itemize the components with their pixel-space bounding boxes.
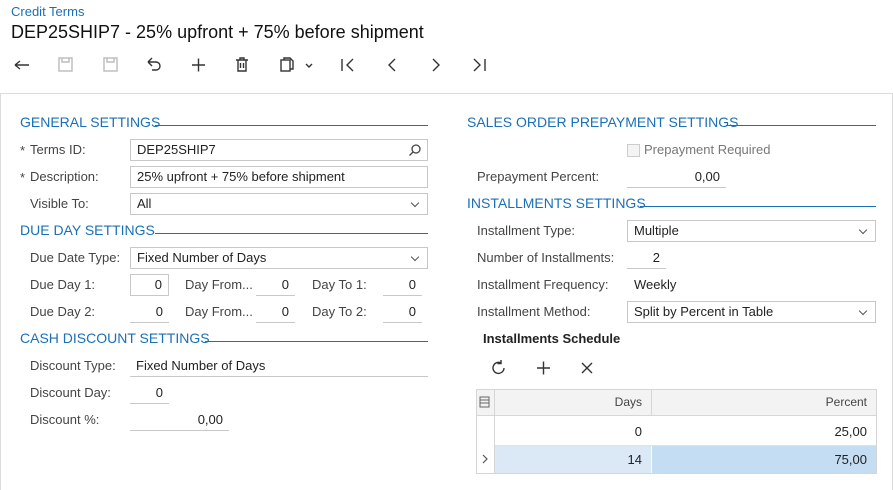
next-button[interactable] <box>432 58 440 72</box>
field-label: Day From... <box>185 304 253 319</box>
field-label: Day To 1: <box>312 277 367 292</box>
copy-paste-button[interactable] <box>280 57 313 72</box>
field-label: Discount Day: <box>30 385 111 400</box>
field-label: Installment Frequency: <box>477 277 609 292</box>
selected-row <box>495 446 651 473</box>
field-label: Prepayment Percent: <box>477 169 600 184</box>
section-rule <box>726 125 876 126</box>
grid-cell[interactable]: 75,00 <box>834 452 867 467</box>
section-rule <box>640 206 876 207</box>
day-from-1-input[interactable]: 0 <box>256 274 295 296</box>
due-date-type-select[interactable]: Fixed Number of Days <box>130 247 428 269</box>
day-to-2-input[interactable]: 0 <box>383 301 422 323</box>
installment-method-select[interactable]: Split by Percent in Table <box>627 301 876 323</box>
day-from-2-input[interactable]: 0 <box>256 301 295 323</box>
save-button[interactable] <box>103 57 118 72</box>
grid-toolbar <box>492 360 593 375</box>
grid-header <box>477 390 876 416</box>
row-indicator <box>482 454 488 464</box>
row-divider <box>495 445 876 446</box>
field-label: Day To 2: <box>312 304 367 319</box>
field-label: Visible To: <box>30 196 89 211</box>
section-title: GENERAL SETTINGS <box>20 114 161 130</box>
due-day-1-input[interactable]: 0 <box>130 274 169 296</box>
field-label: Installment Method: <box>477 304 591 319</box>
first-button[interactable] <box>341 58 354 72</box>
prepayment-percent-input[interactable]: 0,00 <box>627 166 726 188</box>
section-rule <box>155 125 428 126</box>
section-title: SALES ORDER PREPAYMENT SETTINGS <box>467 114 739 130</box>
discount-day-input[interactable]: 0 <box>130 382 169 404</box>
refresh-button[interactable] <box>492 360 505 375</box>
add-row-button[interactable] <box>537 361 550 375</box>
add-button[interactable] <box>192 58 205 72</box>
section-rule <box>205 341 428 342</box>
checkbox[interactable] <box>627 144 640 157</box>
field-label: Due Date Type: <box>30 250 121 265</box>
delete-button[interactable] <box>236 57 248 72</box>
column-divider <box>651 390 652 415</box>
field-label: Discount Type: <box>30 358 116 373</box>
field-label: Installment Type: <box>477 223 576 238</box>
search-icon[interactable] <box>409 144 421 156</box>
field-label: Description: <box>30 169 99 184</box>
column-header[interactable]: Percent <box>825 395 867 409</box>
number-of-installments-input[interactable]: 2 <box>627 247 666 269</box>
due-day-2-input[interactable]: 0 <box>130 301 169 323</box>
grid-cell[interactable]: 14 <box>627 452 642 467</box>
back-button[interactable] <box>14 60 29 70</box>
field-value: Weekly <box>634 277 677 292</box>
terms-id-input[interactable]: DEP25SHIP7 <box>130 139 428 161</box>
save-close-button[interactable] <box>58 57 73 72</box>
discount-percent-input[interactable]: 0,00 <box>130 409 229 431</box>
grid <box>476 389 877 474</box>
field-label: Terms ID: <box>30 142 86 157</box>
field-value: DEP25SHIP7 <box>137 142 216 157</box>
visible-to-select[interactable]: All <box>130 193 428 215</box>
required-marker: * <box>20 170 26 185</box>
last-button[interactable] <box>473 58 486 72</box>
grid-cell[interactable]: 25,00 <box>834 424 867 439</box>
grid-cell[interactable]: 0 <box>634 424 642 439</box>
day-to-1-input[interactable]: 0 <box>383 274 422 296</box>
toolbar <box>14 57 486 72</box>
section-title: INSTALLMENTS SETTINGS <box>467 195 646 211</box>
page-title: DEP25SHIP7 - 25% upfront + 75% before sh… <box>11 22 424 42</box>
section-title: CASH DISCOUNT SETTINGS <box>20 330 210 346</box>
section-rule <box>155 233 428 234</box>
field-label: Day From... <box>185 277 253 292</box>
grid-title: Installments Schedule <box>483 331 621 346</box>
previous-button[interactable] <box>388 58 396 72</box>
active-cell <box>652 446 876 473</box>
delete-row-button[interactable] <box>581 362 593 374</box>
field-label: Due Day 2: <box>30 304 96 319</box>
column-config-icon[interactable] <box>479 396 491 408</box>
field-label: Due Day 1: <box>30 277 96 292</box>
section-title: DUE DAY SETTINGS <box>20 222 155 238</box>
checkbox-label: Prepayment Required <box>644 142 771 157</box>
description-input[interactable]: 25% upfront + 75% before shipment <box>130 166 428 188</box>
field-label: Discount %: <box>30 412 100 427</box>
installment-type-select[interactable]: Multiple <box>627 220 876 242</box>
breadcrumb[interactable]: Credit Terms <box>11 4 85 19</box>
discount-type-field: Fixed Number of Days <box>130 355 428 377</box>
required-marker: * <box>20 143 26 158</box>
column-divider <box>494 390 495 473</box>
column-header[interactable]: Days <box>614 395 642 409</box>
undo-button[interactable] <box>147 57 161 71</box>
field-label: Number of Installments: <box>477 250 615 265</box>
